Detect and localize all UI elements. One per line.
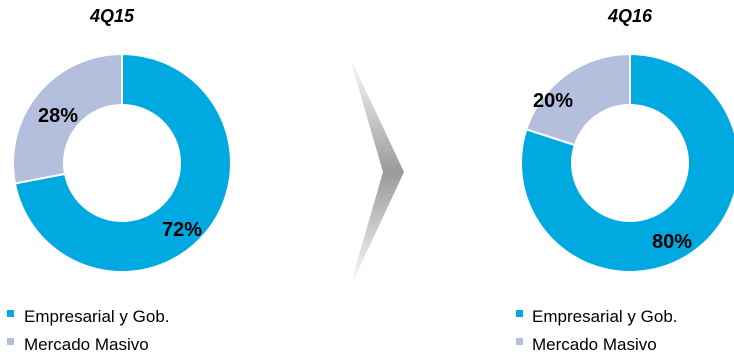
legend-4q15: Empresarial y Gob. Mercado Masivo: [7, 307, 170, 354]
legend-label-4q15-empresarial: Empresarial y Gob.: [24, 307, 170, 326]
data-label-4q15-masivo: 28%: [38, 105, 78, 127]
data-label-4q16-empresarial: 80%: [652, 231, 692, 253]
data-label-4q15-empresarial: 72%: [162, 219, 202, 241]
legend-4q16: Empresarial y Gob. Mercado Masivo: [516, 307, 678, 354]
chevron-right-arrow-icon: [349, 55, 404, 290]
legend-label-4q16-empresarial: Empresarial y Gob.: [532, 307, 678, 326]
chart-title-4q16: 4Q16: [607, 6, 653, 26]
data-label-4q16-masivo: 20%: [533, 90, 573, 112]
donut-4q16: [520, 52, 734, 273]
legend-swatch-4q16-masivo: [516, 338, 523, 345]
slice-4q16-masivo: [525, 52, 631, 147]
chart-title-4q15: 4Q15: [89, 6, 135, 26]
donut-4q15: [12, 52, 232, 273]
slice-4q16-empresarial: [520, 52, 734, 273]
legend-label-4q16-masivo: Mercado Masivo: [532, 335, 657, 354]
legend-swatch-4q16-empresarial: [516, 310, 523, 317]
legend-label-4q15-masivo: Mercado Masivo: [24, 335, 149, 354]
legend-swatch-4q15-masivo: [7, 338, 14, 345]
legend-swatch-4q15-empresarial: [7, 310, 14, 317]
chart-4q16: 4Q16 80% 20% Empresarial y Gob. Mercado …: [516, 6, 734, 354]
slice-4q15-empresarial: [13, 52, 232, 273]
chart-4q15: 4Q15 72% 28% Empresarial y Gob. Mercado …: [7, 6, 232, 354]
slice-4q15-masivo: [12, 52, 123, 185]
